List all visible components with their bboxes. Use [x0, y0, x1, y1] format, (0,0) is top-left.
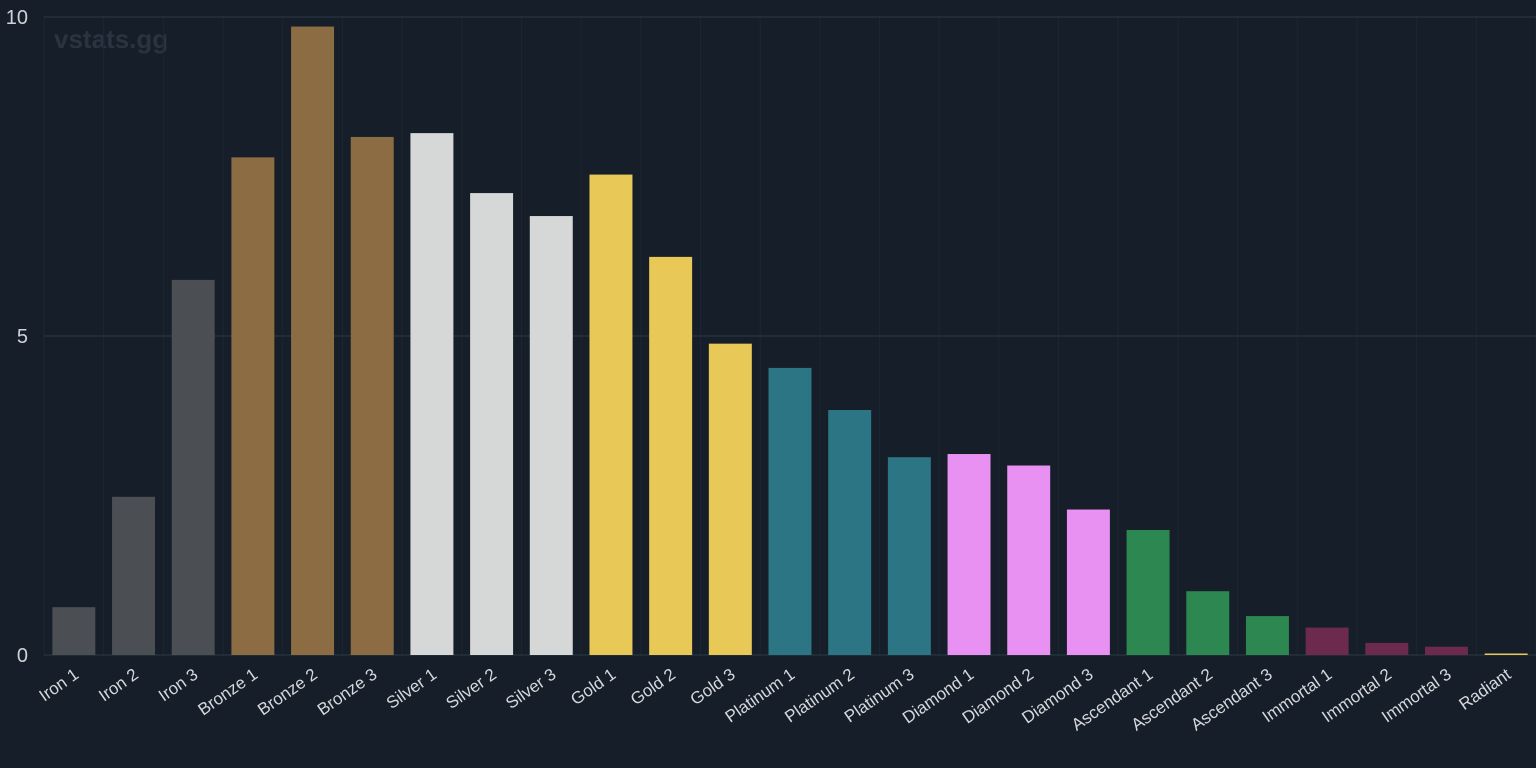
x-tick-label: Iron 3: [155, 665, 202, 706]
bar: [1305, 627, 1349, 655]
y-tick-label: 5: [17, 326, 28, 348]
bar: [291, 26, 335, 655]
x-tick-label: Gold 1: [567, 665, 619, 709]
y-tick-label: 10: [6, 7, 28, 29]
bar: [828, 410, 872, 655]
watermark-logo: vstats.gg: [54, 24, 169, 54]
x-tick-label: Silver 1: [383, 665, 440, 713]
x-tick-label: Silver 2: [443, 665, 500, 713]
bar: [1245, 616, 1289, 655]
bar: [768, 367, 812, 655]
bar: [410, 133, 454, 656]
bar: [52, 607, 96, 655]
x-tick-label: Bronze 2: [254, 665, 321, 720]
bar: [708, 343, 752, 655]
y-tick-label: 0: [17, 645, 28, 667]
bar: [1186, 591, 1230, 655]
bar: [231, 157, 275, 656]
x-tick-label: Bronze 3: [314, 665, 381, 720]
x-tick-label: Radiant: [1456, 665, 1515, 714]
x-tick-label: Bronze 1: [195, 665, 262, 720]
bar: [171, 279, 215, 655]
bar: [350, 136, 394, 656]
bar: [1126, 529, 1170, 655]
x-tick-label: Iron 2: [95, 665, 142, 706]
bar: [470, 193, 514, 655]
bar: [887, 457, 931, 655]
bar: [1424, 646, 1468, 655]
x-tick-label: Iron 1: [36, 665, 83, 706]
bar: [589, 174, 633, 655]
bar: [947, 454, 991, 655]
bar: [1007, 465, 1051, 655]
bar: [112, 496, 156, 655]
x-tick-label: Gold 2: [627, 665, 679, 709]
bar: [1365, 642, 1409, 655]
bar: [1484, 653, 1528, 655]
x-tick-label: Gold 3: [687, 665, 739, 709]
bar: [1066, 509, 1110, 655]
bar: [529, 216, 573, 655]
bar: [649, 256, 693, 655]
x-tick-label: Silver 3: [502, 665, 559, 713]
